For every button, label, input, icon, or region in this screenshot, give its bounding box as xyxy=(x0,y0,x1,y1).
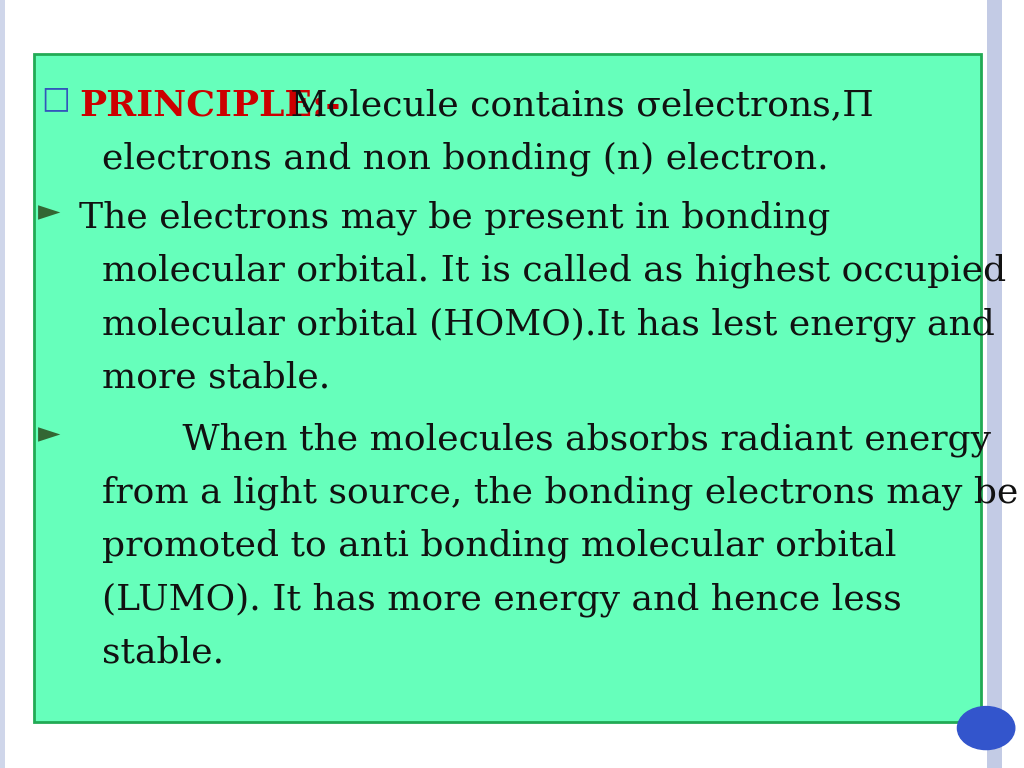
FancyBboxPatch shape xyxy=(34,54,981,722)
Text: molecular orbital. It is called as highest occupied: molecular orbital. It is called as highe… xyxy=(102,253,1007,288)
Circle shape xyxy=(957,707,1015,750)
Text: promoted to anti bonding molecular orbital: promoted to anti bonding molecular orbit… xyxy=(102,529,897,564)
Text: □: □ xyxy=(41,84,70,114)
Text: electrons and non bonding (n) electron.: electrons and non bonding (n) electron. xyxy=(79,141,828,176)
Text: ►: ► xyxy=(38,198,60,227)
Text: When the molecules absorbs radiant energy: When the molecules absorbs radiant energ… xyxy=(79,422,991,457)
Text: more stable.: more stable. xyxy=(102,361,331,395)
Text: from a light source, the bonding electrons may be: from a light source, the bonding electro… xyxy=(102,475,1019,510)
Text: (LUMO). It has more energy and hence less: (LUMO). It has more energy and hence les… xyxy=(102,582,902,617)
Text: PRINCIPLE:-: PRINCIPLE:- xyxy=(79,88,340,122)
Text: ►: ► xyxy=(38,420,60,448)
Text: The electrons may be present in bonding: The electrons may be present in bonding xyxy=(79,200,830,235)
Text: stable.: stable. xyxy=(102,636,224,670)
Text: Molecule contains σelectrons,Π: Molecule contains σelectrons,Π xyxy=(279,88,873,122)
FancyBboxPatch shape xyxy=(0,0,5,768)
Text: molecular orbital (HOMO).It has lest energy and: molecular orbital (HOMO).It has lest ene… xyxy=(102,307,995,342)
FancyBboxPatch shape xyxy=(987,0,1002,768)
